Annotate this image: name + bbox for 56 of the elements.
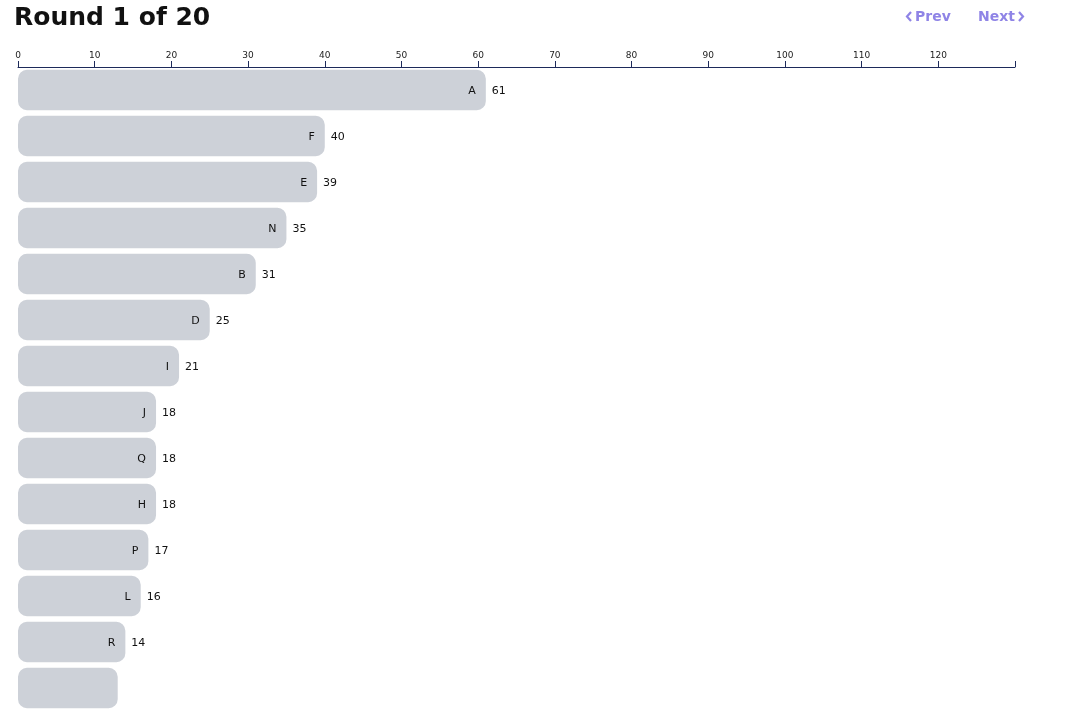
x-tick-label: 110 [853, 49, 871, 60]
y-tick-label: Q [137, 451, 147, 465]
x-tick-label: 0 [15, 49, 22, 60]
bar [18, 667, 118, 709]
y-tick-label: L [124, 589, 132, 603]
y-tick-label: H [137, 497, 147, 511]
bar [18, 345, 180, 387]
x-tick-label: 10 [88, 49, 101, 60]
y-tick-label: J [141, 405, 147, 419]
x-tick-label: 20 [165, 49, 178, 60]
data-label: 21 [185, 359, 200, 373]
x-tick-label: 90 [702, 49, 715, 60]
y-tick-label: B [238, 267, 246, 281]
data-label: 18 [162, 405, 177, 419]
data-label: 18 [162, 451, 177, 465]
data-label: 25 [215, 313, 230, 327]
bar [18, 161, 318, 203]
x-tick-label: 70 [549, 49, 561, 60]
bar [18, 575, 141, 617]
data-label: 40 [330, 129, 345, 143]
bar [18, 391, 157, 433]
data-label: 14 [131, 635, 146, 649]
x-tick-label: 100 [776, 49, 794, 60]
data-label: 39 [323, 175, 338, 189]
bar [18, 483, 157, 525]
y-tick-label: A [468, 83, 477, 97]
bar [18, 69, 486, 111]
x-tick-label: 120 [929, 49, 948, 60]
bar [18, 299, 210, 341]
bar [18, 115, 325, 157]
data-label: 31 [261, 267, 276, 281]
y-tick-label: D [191, 313, 200, 327]
y-tick-label: I [165, 359, 170, 373]
data-label: 61 [491, 83, 506, 97]
chart-title: Round 1 of 20 [14, 2, 211, 31]
bar [18, 253, 256, 295]
x-tick-label: 80 [625, 49, 638, 60]
x-tick-label: 60 [472, 49, 485, 60]
y-tick-label: P [131, 543, 139, 557]
bar [18, 207, 287, 249]
y-tick-label: R [107, 635, 116, 649]
data-label: 16 [146, 589, 161, 603]
text: Next [978, 8, 1015, 24]
y-tick-label: F [308, 129, 315, 143]
bar [18, 621, 126, 663]
data-label: 18 [162, 497, 177, 511]
x-tick-label: 30 [242, 49, 255, 60]
x-tick-label: 40 [319, 49, 331, 60]
y-tick-label: N [268, 221, 277, 235]
data-label: 35 [292, 221, 307, 235]
text: Prev [915, 8, 951, 24]
data-label: 17 [154, 543, 169, 557]
bar [18, 529, 149, 571]
x-tick-label: 50 [395, 49, 408, 60]
y-tick-label: E [300, 175, 308, 189]
bar [18, 437, 157, 479]
